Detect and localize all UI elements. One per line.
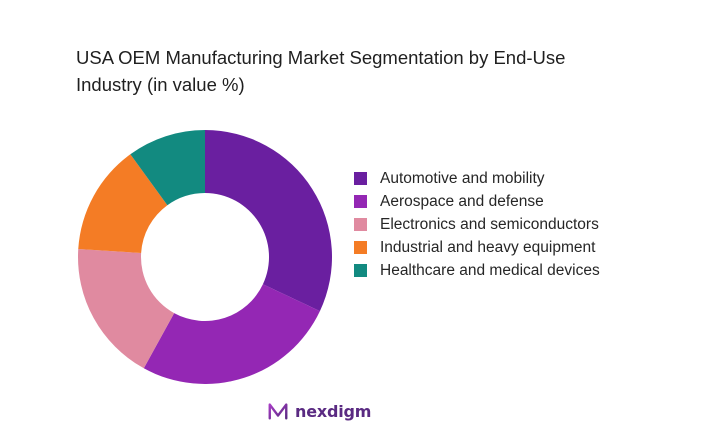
legend-swatch	[354, 264, 367, 277]
legend-label: Automotive and mobility	[380, 170, 545, 187]
chart-legend: Automotive and mobility Aerospace and def…	[354, 167, 614, 282]
brand-footer: nexdigm	[267, 398, 371, 424]
donut-chart	[78, 130, 332, 385]
legend-item: Electronics and semiconductors	[354, 213, 614, 236]
chart-title: USA OEM Manufacturing Market Segmentatio…	[76, 47, 566, 95]
nexdigm-logo-icon	[268, 403, 288, 420]
donut-slice-4	[78, 154, 168, 253]
legend-swatch	[354, 241, 367, 254]
donut-slice-3	[78, 249, 175, 369]
donut-slice-5	[130, 130, 205, 206]
legend-swatch	[354, 172, 367, 185]
legend-swatch	[354, 195, 367, 208]
legend-swatch	[354, 218, 367, 231]
legend-label: Industrial and heavy equipment	[380, 239, 596, 256]
legend-label: Electronics and semiconductors	[380, 216, 599, 233]
legend-label: Aerospace and defense	[380, 193, 544, 210]
legend-item: Automotive and mobility	[354, 167, 614, 190]
donut-slice-1	[205, 130, 332, 312]
legend-item: Industrial and heavy equipment	[354, 236, 614, 259]
brand-name: nexdigm	[295, 401, 372, 421]
legend-label: Healthcare and medical devices	[380, 262, 600, 279]
legend-item: Aerospace and defense	[354, 190, 614, 213]
legend-item: Healthcare and medical devices	[354, 259, 614, 282]
donut-slice-2	[143, 284, 320, 385]
